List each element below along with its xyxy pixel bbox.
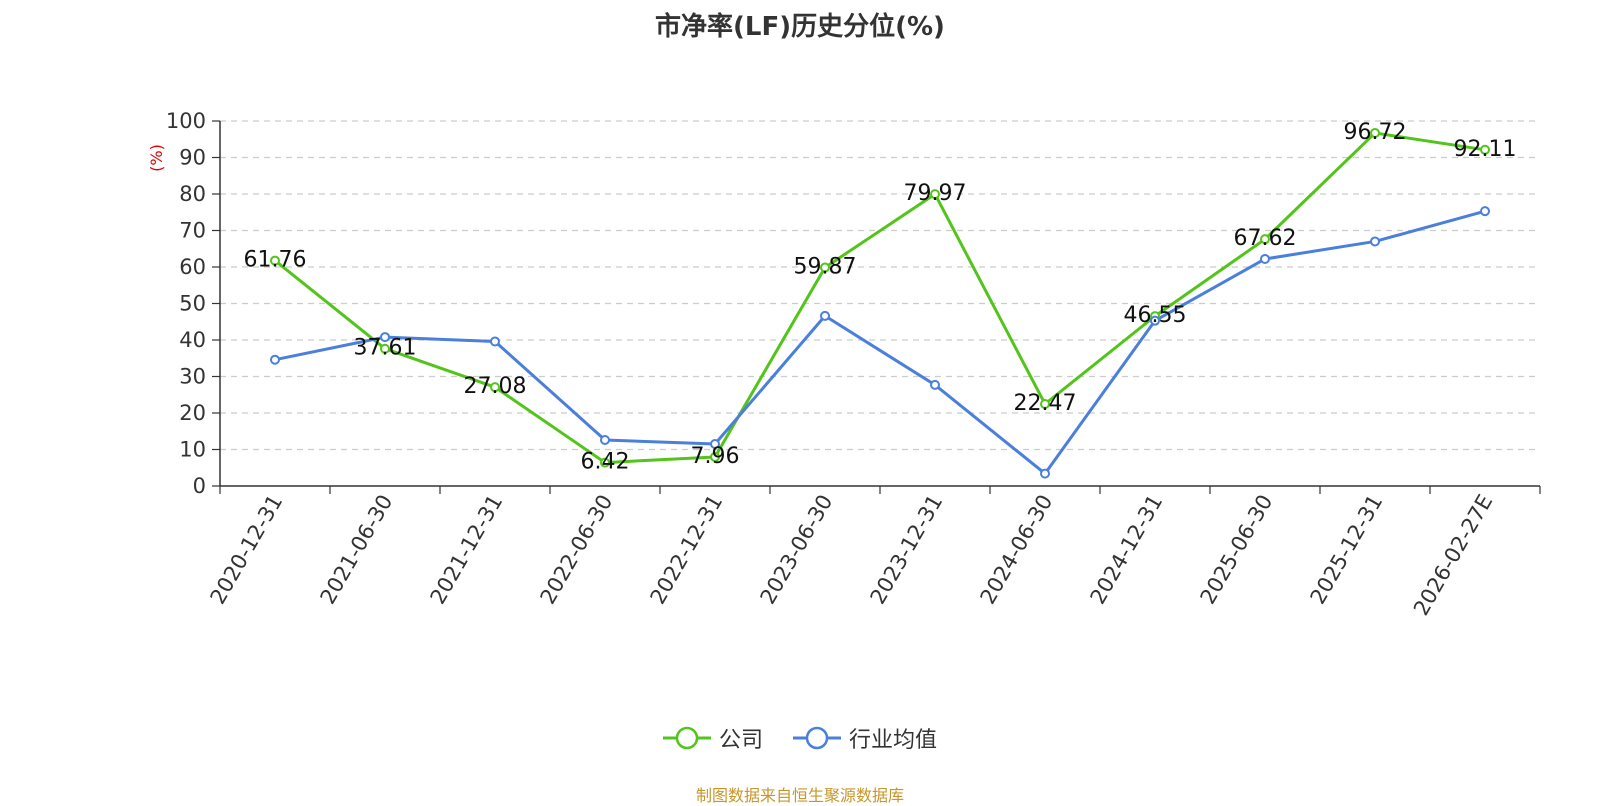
industry-point — [930, 379, 940, 390]
legend-marker-icon — [662, 726, 711, 750]
x-tick-label: 2021-12-31 — [426, 491, 508, 609]
data-label: 96.72 — [1344, 120, 1407, 145]
y-tick-label: 100 — [166, 109, 206, 133]
industry-point — [490, 336, 500, 347]
y-tick-label: 60 — [179, 255, 206, 279]
company-point — [380, 343, 390, 354]
y-tick-label: 30 — [179, 365, 206, 389]
company-point — [270, 255, 280, 266]
legend-label: 公司 — [718, 728, 763, 753]
y-tick-label: 70 — [179, 219, 206, 243]
y-axis-label: (%) — [147, 144, 166, 172]
company-point — [1040, 398, 1050, 409]
industry-point — [380, 332, 390, 343]
company-point — [1370, 127, 1380, 138]
industry-point — [820, 310, 830, 321]
legend-item[interactable]: 公司 — [662, 722, 763, 754]
series-line-company — [274, 131, 1486, 465]
company-point — [820, 262, 830, 273]
industry-point — [1260, 253, 1270, 264]
industry-point — [1150, 315, 1160, 326]
data-label: 27.08 — [464, 374, 527, 399]
chart-title: 市净率(LF)历史分位(%) — [655, 12, 945, 42]
x-tick-label: 2026-02-27E — [1409, 491, 1497, 620]
y-tick-label: 0 — [193, 474, 206, 498]
x-tick-label: 2023-12-31 — [866, 491, 948, 609]
y-tick-label: 50 — [179, 292, 206, 316]
y-tick-label: 90 — [179, 146, 206, 170]
chart-legend: 公司 行业均值 — [0, 722, 1600, 754]
x-tick-label: 2021-06-30 — [316, 491, 398, 609]
x-tick-label: 2025-12-31 — [1306, 491, 1388, 609]
legend-label: 行业均值 — [849, 728, 938, 753]
y-tick-label: 80 — [179, 182, 206, 206]
y-tick-label: 40 — [179, 328, 206, 352]
industry-point — [1480, 206, 1490, 217]
industry-point — [1040, 468, 1050, 479]
company-point — [710, 451, 720, 462]
x-tick-label: 2022-12-31 — [646, 491, 728, 609]
data-label: 67.62 — [1234, 226, 1297, 251]
company-point — [600, 457, 610, 468]
series-line-industry — [274, 209, 1486, 476]
data-label: 79.97 — [904, 181, 967, 206]
legend-item[interactable]: 行业均值 — [793, 722, 937, 754]
company-point — [930, 189, 940, 200]
data-source-note: 制图数据来自恒生聚源数据库 — [695, 786, 904, 805]
x-tick-label: 2025-06-30 — [1196, 491, 1278, 609]
industry-point — [1370, 236, 1380, 247]
legend-marker-icon — [793, 726, 841, 750]
data-label: 37.61 — [354, 336, 417, 361]
x-tick-label: 2024-06-30 — [976, 491, 1058, 609]
company-point — [1260, 234, 1270, 245]
industry-point — [270, 354, 280, 365]
data-label: 59.87 — [794, 254, 857, 279]
industry-point — [710, 439, 720, 450]
data-label: 6.42 — [581, 450, 630, 475]
y-tick-label: 10 — [179, 438, 206, 462]
industry-point — [600, 435, 610, 446]
data-label: 92.11 — [1454, 137, 1517, 162]
y-tick-label: 20 — [179, 401, 206, 425]
x-tick-label: 2020-12-31 — [206, 491, 288, 609]
company-point — [1480, 144, 1490, 155]
data-label: 7.96 — [691, 444, 740, 469]
x-tick-label: 2022-06-30 — [536, 491, 618, 609]
company-point — [490, 382, 500, 393]
x-tick-label: 2024-12-31 — [1086, 491, 1168, 609]
data-label: 22.47 — [1014, 391, 1077, 416]
data-label: 46.55 — [1124, 303, 1187, 328]
x-tick-label: 2023-06-30 — [756, 491, 838, 609]
data-label: 61.76 — [244, 248, 307, 273]
